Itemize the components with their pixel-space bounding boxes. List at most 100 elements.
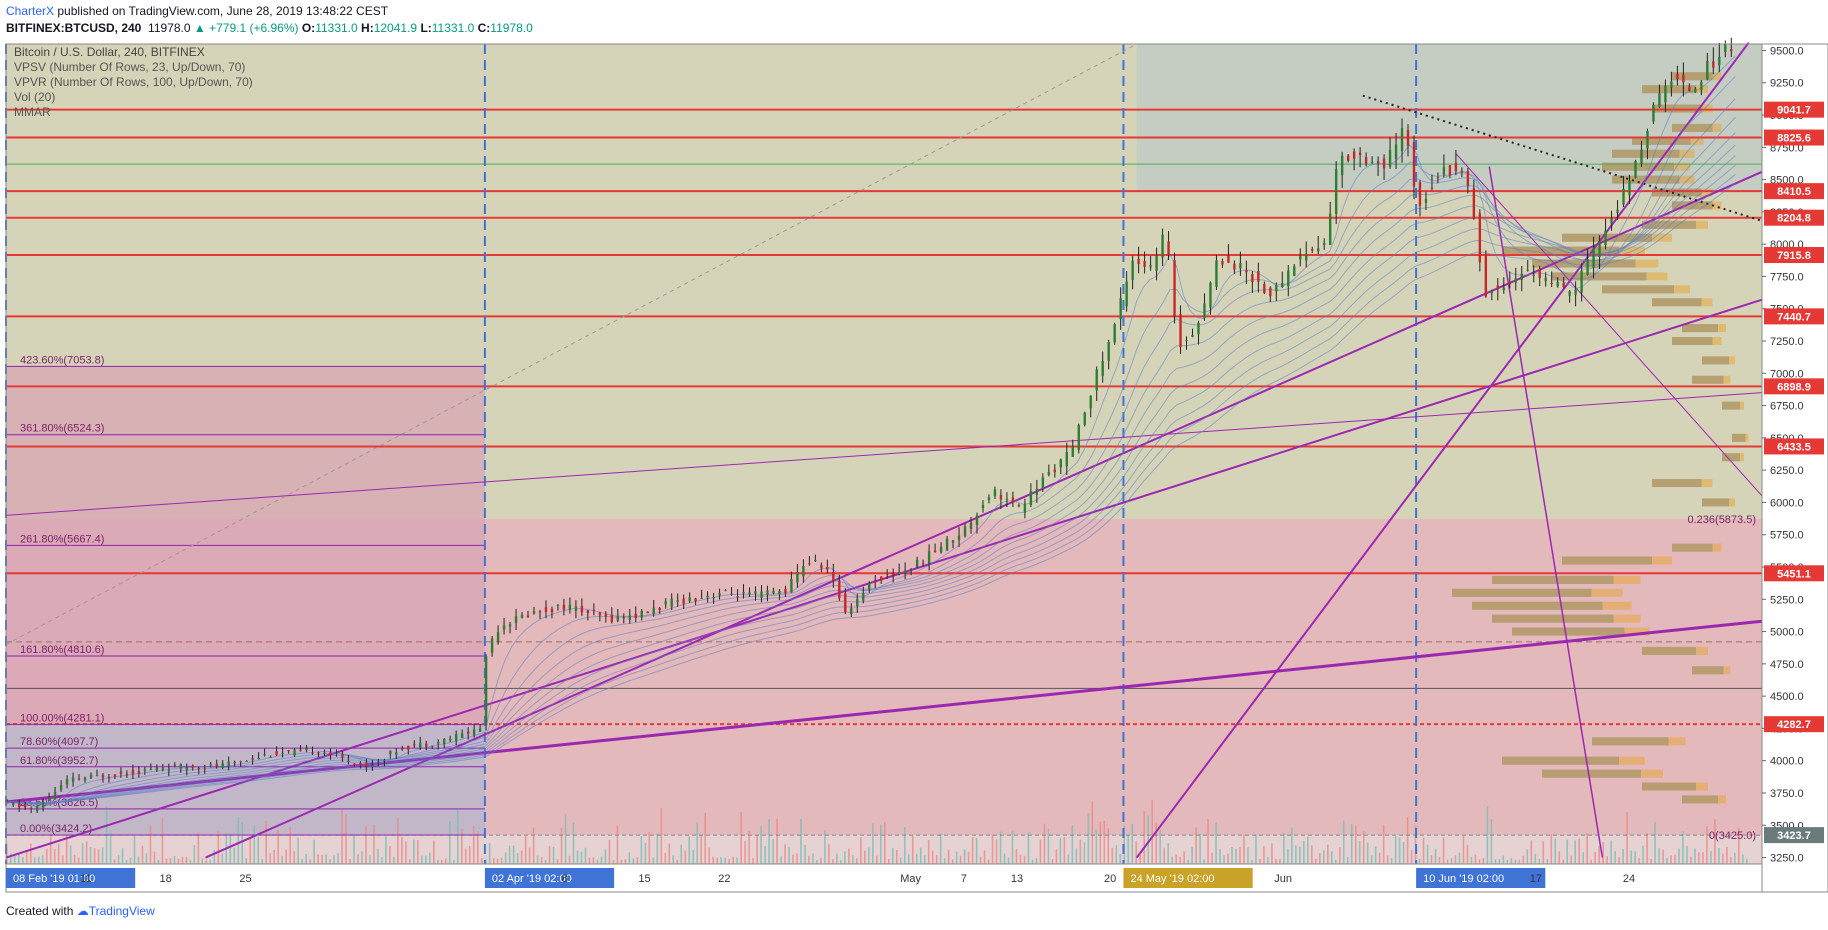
candle-body	[868, 582, 871, 590]
volume-bar	[1087, 813, 1090, 864]
candle-body	[407, 745, 410, 750]
candle-body	[239, 761, 242, 763]
volume-bar	[1606, 856, 1608, 864]
volume-bar	[1059, 838, 1062, 864]
volume-bar	[768, 819, 770, 864]
volume-bar	[1534, 853, 1537, 864]
candle-body	[957, 535, 961, 540]
tradingview-link[interactable]: TradingView	[88, 904, 155, 918]
mmar-ribbon-line	[5, 182, 1736, 804]
candle-body	[1053, 469, 1057, 473]
x-tick-label: 24 May '19 02:00	[1130, 873, 1214, 885]
volume-bar	[1546, 859, 1549, 864]
candle-body	[1436, 177, 1440, 179]
volume-bar	[1047, 828, 1050, 864]
candle-body	[443, 739, 446, 744]
volume-bar	[520, 850, 523, 864]
volume-bar	[616, 825, 619, 864]
volume-bar	[1738, 827, 1740, 864]
volume-bar	[33, 857, 36, 864]
volume-bar	[504, 852, 507, 864]
candle-body	[53, 791, 57, 800]
author-link[interactable]: CharterX	[6, 4, 55, 18]
volume-bar	[1574, 840, 1577, 864]
volume-bar	[780, 856, 782, 864]
volume-bar	[568, 855, 571, 864]
trend-line	[5, 392, 1763, 516]
candle-body	[167, 769, 171, 771]
volume-bar	[345, 814, 347, 864]
low-value: 11331.0	[431, 21, 475, 35]
volume-bar	[1402, 841, 1405, 864]
volume-bar	[884, 822, 886, 864]
candle-body	[113, 774, 117, 778]
volume-bar	[297, 837, 299, 864]
volume-bar	[373, 824, 375, 864]
candle-body	[1376, 161, 1380, 164]
candle-body	[1083, 412, 1086, 425]
candle-body	[1496, 285, 1500, 290]
volume-bar	[1502, 855, 1505, 864]
candle-body	[401, 748, 404, 750]
volume-bar	[1594, 851, 1596, 864]
volume-bar	[488, 843, 491, 864]
candle-body	[83, 777, 87, 781]
volume-bar	[1035, 857, 1038, 864]
y-tick-label: 9500.0	[1770, 45, 1804, 57]
volume-bar	[185, 856, 188, 864]
volume-bar	[1334, 859, 1337, 864]
y-tick-label: 9250.0	[1770, 78, 1804, 90]
volume-bar	[868, 847, 870, 864]
price-tag	[1764, 209, 1824, 226]
price-tag	[1764, 565, 1824, 582]
candle-body	[1688, 86, 1691, 92]
volume-bar	[1622, 849, 1624, 864]
tradingview-logo-icon[interactable]: ☁	[76, 904, 89, 918]
candle-body	[1568, 291, 1571, 296]
candle-body	[933, 550, 937, 553]
volume-profile-bar-down	[1642, 782, 1708, 791]
volume-bar	[472, 826, 475, 864]
volume-bar	[1422, 837, 1425, 864]
volume-bar	[1183, 851, 1185, 864]
volume-bar	[600, 856, 603, 864]
volume-bar	[205, 859, 208, 864]
candle-body	[1640, 149, 1643, 164]
price-tag	[1764, 101, 1824, 118]
candle-body	[1388, 150, 1392, 167]
volume-bar	[1442, 837, 1445, 864]
candle-body	[796, 571, 799, 583]
candle-body	[862, 592, 865, 601]
volume-bar	[1307, 836, 1309, 864]
candle-body	[580, 605, 584, 613]
volume-bar	[796, 853, 798, 864]
x-tick-label: 8	[562, 873, 568, 885]
volume-bar	[397, 818, 399, 864]
fib-label: 100.00%(4281.1)	[20, 712, 104, 724]
volume-bar	[648, 831, 651, 864]
candle-body	[963, 526, 967, 537]
volume-bar	[1550, 834, 1553, 864]
candle-body	[1107, 341, 1110, 361]
volume-bar	[1326, 844, 1329, 864]
volume-bar	[437, 859, 439, 864]
volume-bar	[720, 857, 722, 864]
high-value: 12041.9	[373, 21, 418, 35]
volume-bar	[1167, 843, 1169, 864]
volume-bar	[273, 850, 275, 864]
candle-body	[1550, 282, 1553, 284]
candle-body	[742, 591, 745, 594]
volume-bar	[931, 850, 934, 864]
candle-body	[939, 546, 943, 553]
price-tag-label: 7440.7	[1777, 311, 1811, 323]
footer: Created with ☁TradingView	[6, 904, 155, 918]
candle-body	[1526, 269, 1529, 271]
fib-label-right: 0.236(5873.5)	[1688, 514, 1757, 526]
volume-bar	[1598, 845, 1600, 864]
volume-profile-bar-down	[1512, 627, 1650, 636]
volume-bar	[1119, 853, 1122, 864]
volume-bar	[947, 849, 950, 864]
candle-body	[1724, 44, 1727, 52]
candle-body	[604, 614, 608, 617]
